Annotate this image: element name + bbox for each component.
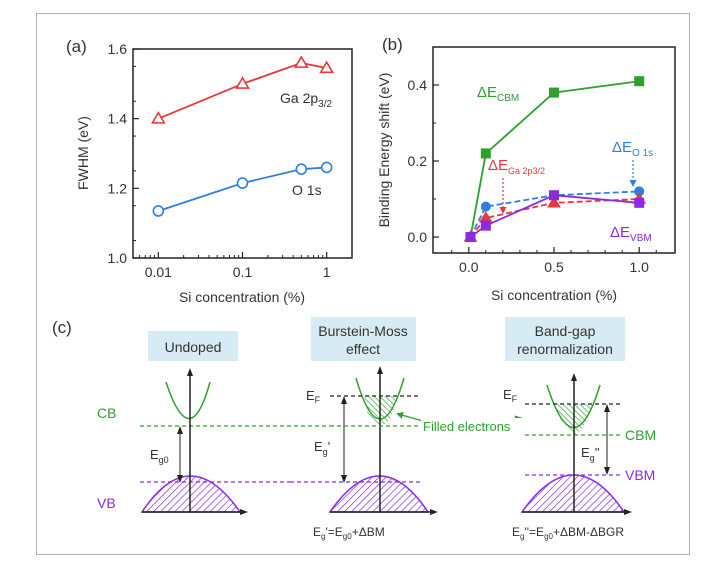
y-tick-label: 0.4 [408, 77, 428, 93]
x-tick-label: 1.0 [629, 259, 649, 275]
annotation-delta-e-o1s: ΔEO 1s [612, 139, 653, 159]
annotation-delta-e-ga: ΔEGa 2p3/2 [488, 157, 545, 176]
filled-label-bg [421, 418, 527, 434]
y-tick-label: 1.4 [108, 111, 128, 127]
x-tick-label: 1 [323, 264, 331, 280]
data-point [634, 76, 645, 87]
data-point [547, 195, 561, 208]
data-point [236, 177, 249, 189]
diagram-band-gap-renormalization: Band-gap renormalization EF CBM VBM Eg''… [503, 317, 656, 541]
panel-a-fwhm-chart: (a) 1.0 1.2 1.4 1.6 0.01 0.1 1 Si concentratio… [66, 37, 353, 305]
vbm-label: VBM [625, 467, 655, 483]
valence-band-curve [328, 475, 430, 513]
title-burstein-moss-line1: Burstein-Moss [318, 323, 407, 339]
cbm-label: CBM [625, 427, 656, 443]
data-point [480, 148, 491, 159]
data-point [293, 55, 309, 68]
y-tick-label: 1.0 [108, 250, 128, 266]
title-undoped: Undoped [165, 339, 222, 355]
valence-band-curve [140, 475, 242, 513]
ef-label: EF [306, 388, 321, 405]
annotation-delta-e-vbm: ΔEVBM [610, 224, 652, 244]
panel-b-binding-energy-chart: (b) 0.0 0.2 0.4 0.0 0.5 1.0 Si concentration … [376, 35, 676, 303]
annotation-delta-e-cbm: ΔECBM [477, 84, 519, 104]
panel-a-xlabel: Si concentration (%) [179, 289, 305, 305]
formula-burstein-moss: Eg'=Eg0+ΔBM [313, 525, 385, 541]
data-point [319, 60, 335, 74]
series-line-1 [469, 190, 640, 238]
diagram-burstein-moss: Burstein-Moss effect EF Eg' Eg'=Eg0+ΔBM … [290, 317, 527, 541]
panel-c-label: (c) [52, 318, 72, 337]
data-point [295, 163, 308, 175]
ef-label: EF [503, 387, 518, 404]
gap-label-eg-double-prime: Eg'' [581, 445, 600, 463]
data-point [480, 220, 491, 231]
data-point [150, 111, 166, 124]
title-box-undoped [148, 331, 238, 361]
title-burstein-moss-line2: effect [346, 341, 380, 357]
title-box-burstein-moss [311, 317, 416, 361]
y-tick-label: 0.2 [408, 153, 428, 169]
title-bgr-line1: Band-gap [535, 323, 596, 339]
data-point [320, 161, 333, 174]
data-point [235, 76, 250, 89]
figure-frame [36, 13, 690, 555]
panel-b-label: (b) [382, 35, 403, 54]
conduction-band-curve [165, 381, 211, 419]
x-tick-label: 0.01 [145, 264, 172, 280]
data-point [549, 87, 559, 98]
vb-label: VB [97, 495, 116, 511]
series-line-0 [469, 80, 640, 238]
data-point [465, 232, 476, 243]
y-tick-label: 0.0 [408, 229, 428, 245]
x-tick-label: 0.0 [459, 259, 479, 275]
title-box-bgr [505, 317, 625, 361]
gap-label-eg0: Eg0 [150, 447, 169, 465]
legend-o-1s: O 1s [292, 182, 322, 198]
panel-a-label: (a) [66, 37, 87, 56]
series-line-1 [158, 166, 327, 212]
panel-b-ylabel: Binding Energy shift (eV) [376, 73, 392, 228]
gap-label-eg-prime: Eg' [314, 439, 330, 457]
data-point [152, 205, 165, 217]
panel-a-ylabel: FWHM (eV) [75, 116, 91, 190]
data-point [549, 190, 559, 201]
panel-c-band-diagrams: (c) Undoped Eg0 CB VB Burstein-Moss effe… [52, 317, 656, 541]
panel-b-xlabel: Si concentration (%) [491, 287, 617, 303]
data-point [634, 197, 645, 208]
series-line-3 [469, 194, 640, 238]
formula-bgr: Eg''=Eg0+ΔBM-ΔBGR [512, 525, 624, 541]
x-tick-label: 0.5 [544, 259, 564, 275]
series-line-0 [157, 62, 327, 120]
filled-electrons-label: Filled electrons [423, 419, 511, 434]
y-tick-label: 1.6 [108, 41, 128, 57]
y-tick-label: 1.2 [108, 180, 128, 196]
title-bgr-line2: renormalization [517, 341, 613, 357]
diagram-undoped: Undoped Eg0 CB VB [97, 331, 248, 515]
valence-band-curve [520, 474, 626, 513]
x-tick-label: 0.1 [233, 264, 253, 280]
legend-ga-2p: Ga 2p3/2 [280, 90, 332, 110]
cb-label: CB [97, 405, 116, 421]
data-point [480, 201, 491, 212]
